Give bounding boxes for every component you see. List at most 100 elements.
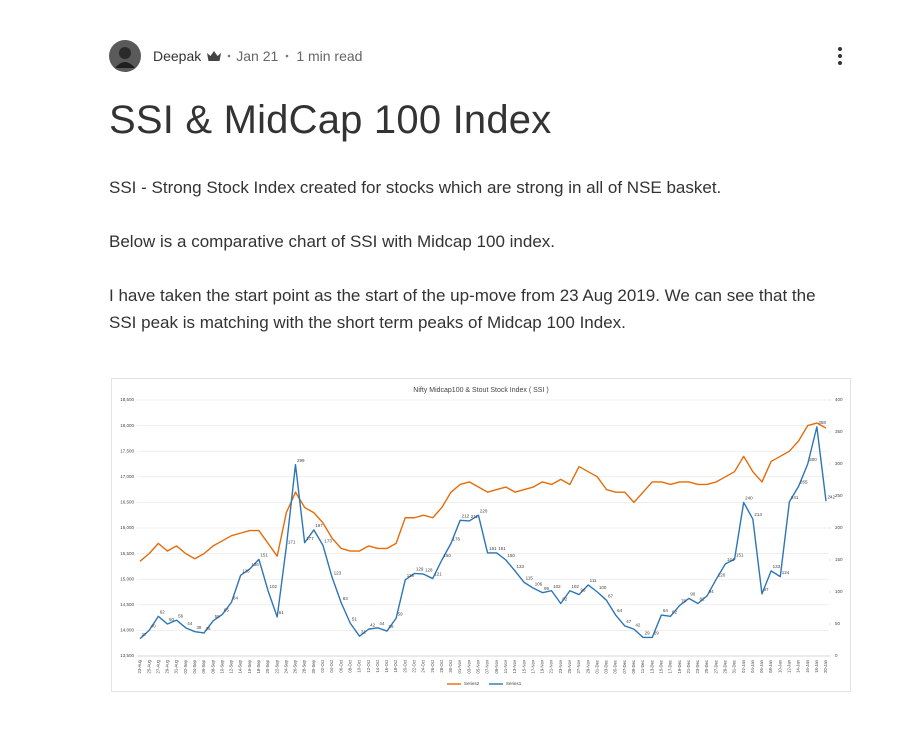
- data-label: 59: [398, 611, 404, 616]
- data-label: 211: [471, 514, 479, 519]
- x-tick-label: 06-Sep: [201, 659, 206, 673]
- data-label: 151: [260, 553, 268, 558]
- more-options[interactable]: [834, 46, 846, 66]
- x-tick-label: 16-Sep: [247, 659, 252, 673]
- data-label: 214: [754, 512, 762, 517]
- data-label: 56: [178, 613, 184, 618]
- x-tick-label: 08-Sep: [210, 659, 215, 673]
- data-label: 27: [142, 632, 148, 637]
- x-tick-label: 20-Sep: [265, 659, 270, 673]
- chart-image: Nifty Midcap100 & Stout Stock Index ( SS…: [111, 378, 851, 692]
- data-label: 150: [507, 553, 515, 558]
- x-tick-label: 12-Jan: [787, 659, 792, 672]
- data-label: 121: [434, 572, 442, 577]
- data-label: 84: [233, 595, 239, 600]
- x-tick-label: 11-Nov: [503, 659, 508, 673]
- data-label: 99: [544, 586, 550, 591]
- x-tick-label: 30-Oct: [448, 659, 453, 672]
- x-tick-label: 02-Jan: [741, 659, 746, 672]
- x-tick-label: 29-Aug: [165, 659, 170, 673]
- x-tick-label: 18-Oct: [393, 659, 398, 672]
- data-label: 151: [736, 553, 744, 558]
- data-label: 173: [324, 538, 332, 543]
- x-tick-label: 12-Oct: [366, 659, 371, 672]
- x-tick-label: 24-Sep: [283, 659, 288, 673]
- data-label: 150: [443, 553, 451, 558]
- data-label: 161: [489, 546, 497, 551]
- x-tick-label: 06-Jan: [759, 659, 764, 672]
- chart: Nifty Midcap100 & Stout Stock Index ( SS…: [120, 387, 843, 686]
- y-tick-label: 14,000: [120, 628, 134, 633]
- x-tick-label: 09-Dec: [631, 660, 636, 674]
- y-tick-label: 15,000: [120, 576, 134, 581]
- paragraph: I have taken the start point as the star…: [109, 286, 816, 332]
- data-label: 39: [388, 624, 394, 629]
- data-label: 50: [169, 617, 175, 622]
- x-tick-label: 19-Nov: [540, 659, 545, 673]
- y-tick-label: 15,500: [120, 551, 134, 556]
- data-label: 120: [718, 572, 726, 577]
- avatar[interactable]: [109, 40, 141, 72]
- data-label: 123: [334, 570, 342, 575]
- y-tick-label: 17,000: [120, 474, 134, 479]
- author-name[interactable]: Deepak: [153, 48, 202, 64]
- x-tick-label: 08-Jan: [768, 659, 773, 672]
- paragraph: Below is a comparative chart of SSI with…: [109, 232, 555, 251]
- series-line: [139, 426, 827, 640]
- y-tick-label: 18,000: [120, 423, 134, 428]
- y2-tick-label: 0: [835, 653, 838, 658]
- x-tick-label: 29-Nov: [585, 659, 590, 673]
- series-line: [139, 422, 827, 562]
- data-label: 358: [818, 420, 826, 425]
- data-label: 129: [416, 567, 424, 572]
- post-meta: Deepak Jan 21 1 min read: [109, 40, 362, 72]
- x-tick-label: 04-Jan: [750, 659, 755, 672]
- x-tick-label: 01-Nov: [457, 659, 462, 673]
- data-label: 133: [517, 564, 525, 569]
- data-label: 106: [535, 581, 543, 586]
- x-tick-label: 21-Dec: [686, 660, 691, 674]
- data-label: 61: [279, 610, 285, 615]
- data-label: 40: [151, 624, 157, 629]
- data-label: 29: [645, 631, 651, 636]
- x-tick-label: 10-Sep: [219, 659, 224, 673]
- y2-tick-label: 350: [835, 429, 843, 434]
- x-tick-label: 22-Sep: [274, 659, 279, 673]
- post-date: Jan 21: [236, 48, 279, 64]
- x-tick-label: 20-Oct: [402, 659, 407, 672]
- data-label: 119: [407, 573, 415, 578]
- data-label: 161: [498, 546, 506, 551]
- x-tick-label: 21-Nov: [549, 659, 554, 673]
- x-tick-label: 06-Oct: [338, 659, 343, 672]
- x-tick-label: 25-Nov: [567, 659, 572, 673]
- x-tick-label: 05-Dec: [613, 660, 618, 674]
- x-tick-label: 29-Dec: [722, 660, 727, 674]
- y-tick-label: 17,500: [120, 448, 134, 453]
- data-label: 82: [699, 597, 705, 602]
- y2-tick-label: 50: [835, 621, 841, 626]
- y2-tick-label: 400: [835, 397, 843, 402]
- data-label: 171: [288, 540, 296, 545]
- x-tick-label: 01-Dec: [594, 660, 599, 674]
- x-tick-label: 14-Sep: [238, 659, 243, 673]
- x-tick-label: 16-Jan: [805, 659, 810, 672]
- y-tick-label: 18,500: [120, 397, 134, 402]
- x-tick-label: 03-Nov: [466, 659, 471, 673]
- data-label: 42: [635, 622, 641, 627]
- x-tick-label: 23-Nov: [558, 659, 563, 673]
- x-tick-label: 04-Oct: [329, 659, 334, 672]
- y2-tick-label: 300: [835, 461, 843, 466]
- x-tick-label: 10-Jan: [777, 659, 782, 672]
- x-tick-label: 14-Oct: [375, 659, 380, 672]
- data-label: 94: [709, 589, 715, 594]
- x-tick-label: 15-Dec: [658, 660, 663, 674]
- data-label: 115: [526, 576, 534, 581]
- data-label: 44: [379, 621, 385, 626]
- data-label: 220: [480, 508, 488, 513]
- x-tick-label: 13-Dec: [649, 660, 654, 674]
- x-tick-label: 23-Dec: [695, 660, 700, 674]
- x-tick-label: 17-Dec: [668, 660, 673, 674]
- data-label: 51: [352, 617, 358, 622]
- y-tick-label: 14,500: [120, 602, 134, 607]
